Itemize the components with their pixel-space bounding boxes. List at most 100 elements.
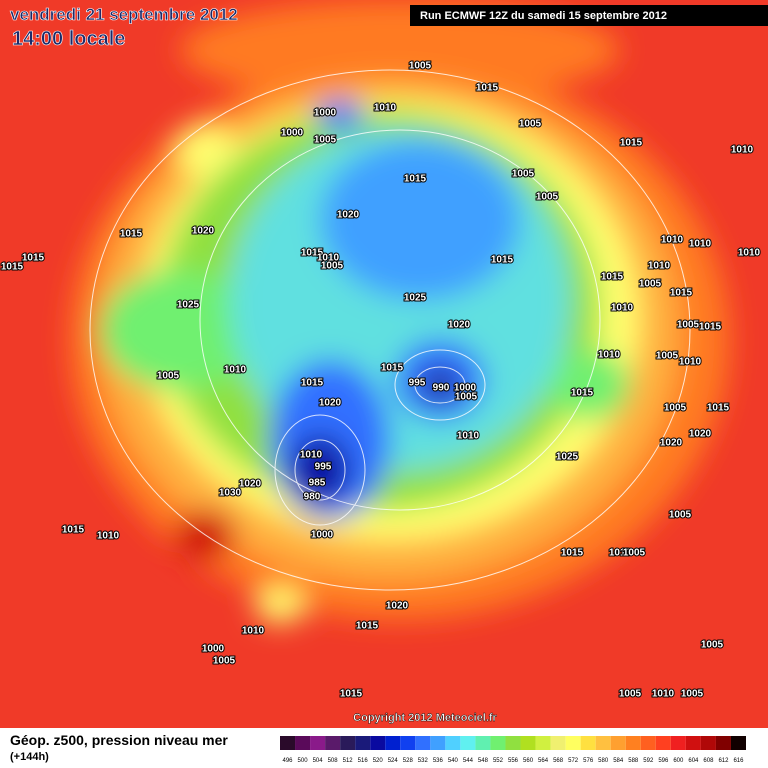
isobar-label: 1010 bbox=[661, 235, 684, 246]
isobar-label: 995 bbox=[409, 378, 426, 389]
scale-swatch bbox=[415, 736, 431, 750]
isobar-label: 1015 bbox=[620, 138, 643, 149]
scale-swatch bbox=[385, 736, 401, 750]
isobar-label: 1000 bbox=[202, 644, 225, 655]
isobar-label: 1005 bbox=[669, 510, 692, 521]
isobar-label: 1020 bbox=[192, 226, 215, 237]
scale-swatch bbox=[505, 736, 521, 750]
scale-label: 516 bbox=[358, 758, 369, 764]
isobar-label: 990 bbox=[433, 383, 450, 394]
isobar-label: 1025 bbox=[177, 300, 200, 311]
scale-swatch bbox=[715, 736, 731, 750]
isobar-label: 1010 bbox=[242, 626, 265, 637]
isobar-label: 1020 bbox=[239, 479, 262, 490]
isobar-label: 1000 bbox=[311, 530, 334, 541]
scale-swatch bbox=[310, 736, 326, 750]
scale-swatch bbox=[325, 736, 341, 750]
scale-swatch bbox=[280, 736, 296, 750]
isobar-label: 1005 bbox=[681, 689, 704, 700]
isobar-label: 1010 bbox=[317, 253, 340, 264]
scale-swatch bbox=[580, 736, 596, 750]
isobar-label: 1015 bbox=[301, 248, 324, 259]
scale-swatch bbox=[535, 736, 551, 750]
scale-label: 548 bbox=[478, 758, 489, 764]
scale-swatch bbox=[565, 736, 581, 750]
isobar-label: 1010 bbox=[598, 350, 621, 361]
isobar-label: 1005 bbox=[519, 119, 542, 130]
scale-label: 560 bbox=[523, 758, 534, 764]
scale-label: 536 bbox=[433, 758, 444, 764]
scale-swatch bbox=[730, 736, 746, 750]
scale-label: 592 bbox=[643, 758, 654, 764]
scale-label: 616 bbox=[733, 758, 744, 764]
isobar-label: 1015 bbox=[476, 83, 499, 94]
scale-label: 608 bbox=[703, 758, 714, 764]
scale-swatch bbox=[625, 736, 641, 750]
scale-label: 520 bbox=[373, 758, 384, 764]
scale-swatch bbox=[490, 736, 506, 750]
scale-swatch bbox=[640, 736, 656, 750]
isobar-label: 1010 bbox=[457, 431, 480, 442]
scale-label: 508 bbox=[328, 758, 339, 764]
scale-label: 512 bbox=[343, 758, 354, 764]
isobar-label: 1015 bbox=[571, 388, 594, 399]
isobar-label: 1015 bbox=[1, 262, 24, 273]
scale-label: 540 bbox=[448, 758, 459, 764]
isobar-label: 1015 bbox=[62, 525, 85, 536]
isobar-label: 1005 bbox=[656, 351, 679, 362]
isobar-label: 1020 bbox=[448, 320, 471, 331]
scale-swatch bbox=[355, 736, 371, 750]
scale-label: 552 bbox=[493, 758, 504, 764]
scale-swatch bbox=[460, 736, 476, 750]
isobar-label: 1020 bbox=[319, 398, 342, 409]
scale-label: 524 bbox=[388, 758, 399, 764]
isobar-label: 1005 bbox=[639, 279, 662, 290]
title: vendredi 21 septembre 2012 bbox=[10, 5, 238, 24]
isobar-label: 1030 bbox=[219, 488, 242, 499]
isobar-label: 1015 bbox=[561, 548, 584, 559]
isobar-label: 1000 bbox=[281, 128, 304, 139]
scale-label: 584 bbox=[613, 758, 624, 764]
isobar-label: 1015 bbox=[699, 322, 722, 333]
isobar-label: 1000 bbox=[314, 108, 337, 119]
isobar-label: 1010 bbox=[738, 248, 761, 259]
isobar-label: 1005 bbox=[664, 403, 687, 414]
color-scale: 496 500 504 508 512 516 520 524 528 532 536 540 544 5… bbox=[280, 736, 746, 764]
isobar-label: 1025 bbox=[404, 293, 427, 304]
isobar-label: 1010 bbox=[611, 303, 634, 314]
isobar-label: 1015 bbox=[491, 255, 514, 266]
scale-swatch bbox=[655, 736, 671, 750]
scale-swatch bbox=[445, 736, 461, 750]
scale-label: 580 bbox=[598, 758, 609, 764]
isobar-label: 1005 bbox=[701, 640, 724, 651]
footer-field: Géop. z500, pression niveau mer bbox=[10, 732, 228, 748]
isobar-label: 1010 bbox=[689, 239, 712, 250]
isobar-label: 1010 bbox=[731, 145, 754, 156]
scale-label: 600 bbox=[673, 758, 684, 764]
isobar-label: 1015 bbox=[601, 272, 624, 283]
scale-swatch bbox=[670, 736, 686, 750]
scale-swatch bbox=[595, 736, 611, 750]
isobar-label: 1005 bbox=[536, 192, 559, 203]
isobar-label: 1020 bbox=[660, 438, 683, 449]
scale-label: 500 bbox=[298, 758, 309, 764]
isobar-label: 980 bbox=[304, 492, 321, 503]
scale-swatch bbox=[700, 736, 716, 750]
scale-label: 564 bbox=[538, 758, 549, 764]
isobar-label: 1020 bbox=[386, 601, 409, 612]
isobar-label: 1015 bbox=[22, 253, 45, 264]
isobar-label: 1015 bbox=[120, 229, 143, 240]
isobar-label: 995 bbox=[315, 462, 332, 473]
scale-label: 572 bbox=[568, 758, 579, 764]
scale-swatch bbox=[370, 736, 386, 750]
scale-label: 604 bbox=[688, 758, 699, 764]
isobar-label: 1015 bbox=[356, 621, 379, 632]
scale-label: 576 bbox=[583, 758, 594, 764]
isobar-label: 1025 bbox=[556, 452, 579, 463]
isobar-label: 1010 bbox=[97, 531, 120, 542]
isobar-label: 1015 bbox=[404, 174, 427, 185]
run-label: Run ECMWF 12Z du samedi 15 septembre 201… bbox=[420, 10, 667, 22]
